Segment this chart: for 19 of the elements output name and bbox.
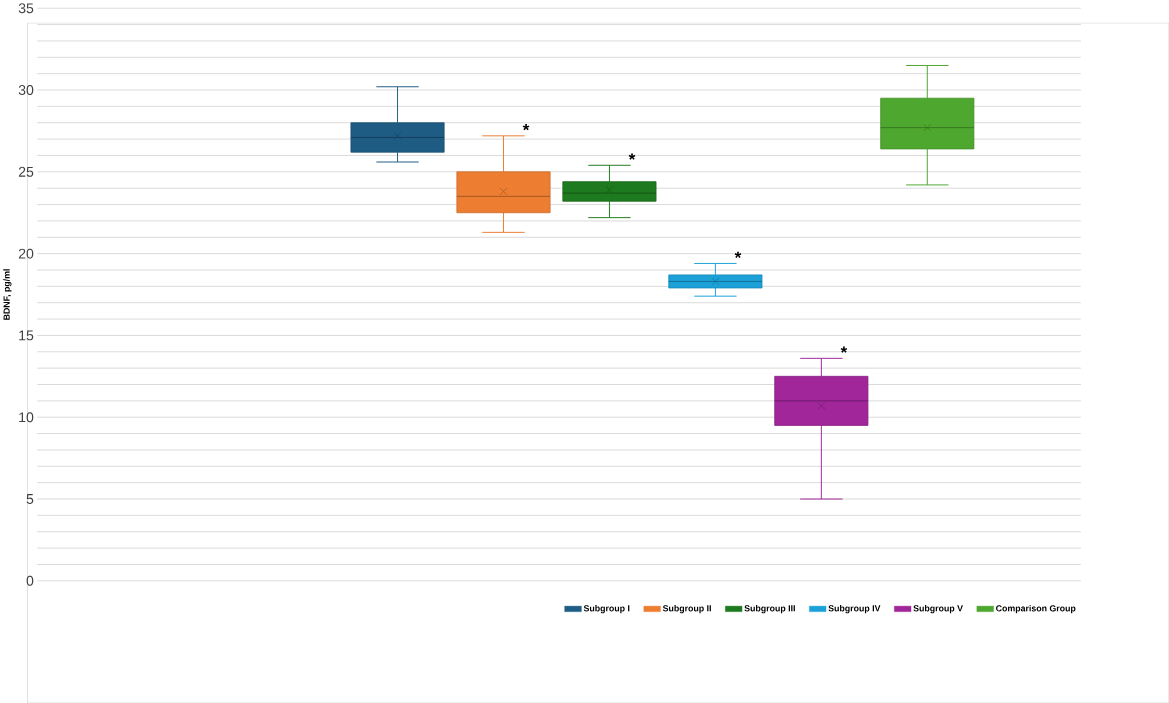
y-tick-label: 10: [19, 412, 34, 423]
annotation: *: [734, 251, 742, 258]
y-tick-label: 25: [18, 166, 34, 177]
y-tick-label: 5: [26, 494, 34, 504]
legend-label: Subgroup V: [913, 604, 963, 614]
y-tick-label: 20: [18, 248, 34, 259]
legend-label: Comparison Group: [996, 604, 1076, 614]
y-axis-title: BDNF, pg/ml: [3, 269, 12, 320]
y-tick-label: 30: [18, 84, 34, 95]
legend-label: Subgroup II: [662, 604, 711, 614]
y-tick-label: 0: [26, 575, 34, 586]
legend-label: Subgroup III: [744, 604, 795, 614]
annotation: *: [628, 153, 636, 160]
y-tick-label: 35: [18, 3, 34, 14]
y-tick-label: 15: [19, 330, 34, 341]
annotation: *: [840, 346, 848, 353]
legend-label: Subgroup IV: [828, 604, 881, 614]
annotation: *: [522, 123, 530, 131]
legend-label: Subgroup I: [583, 604, 630, 614]
